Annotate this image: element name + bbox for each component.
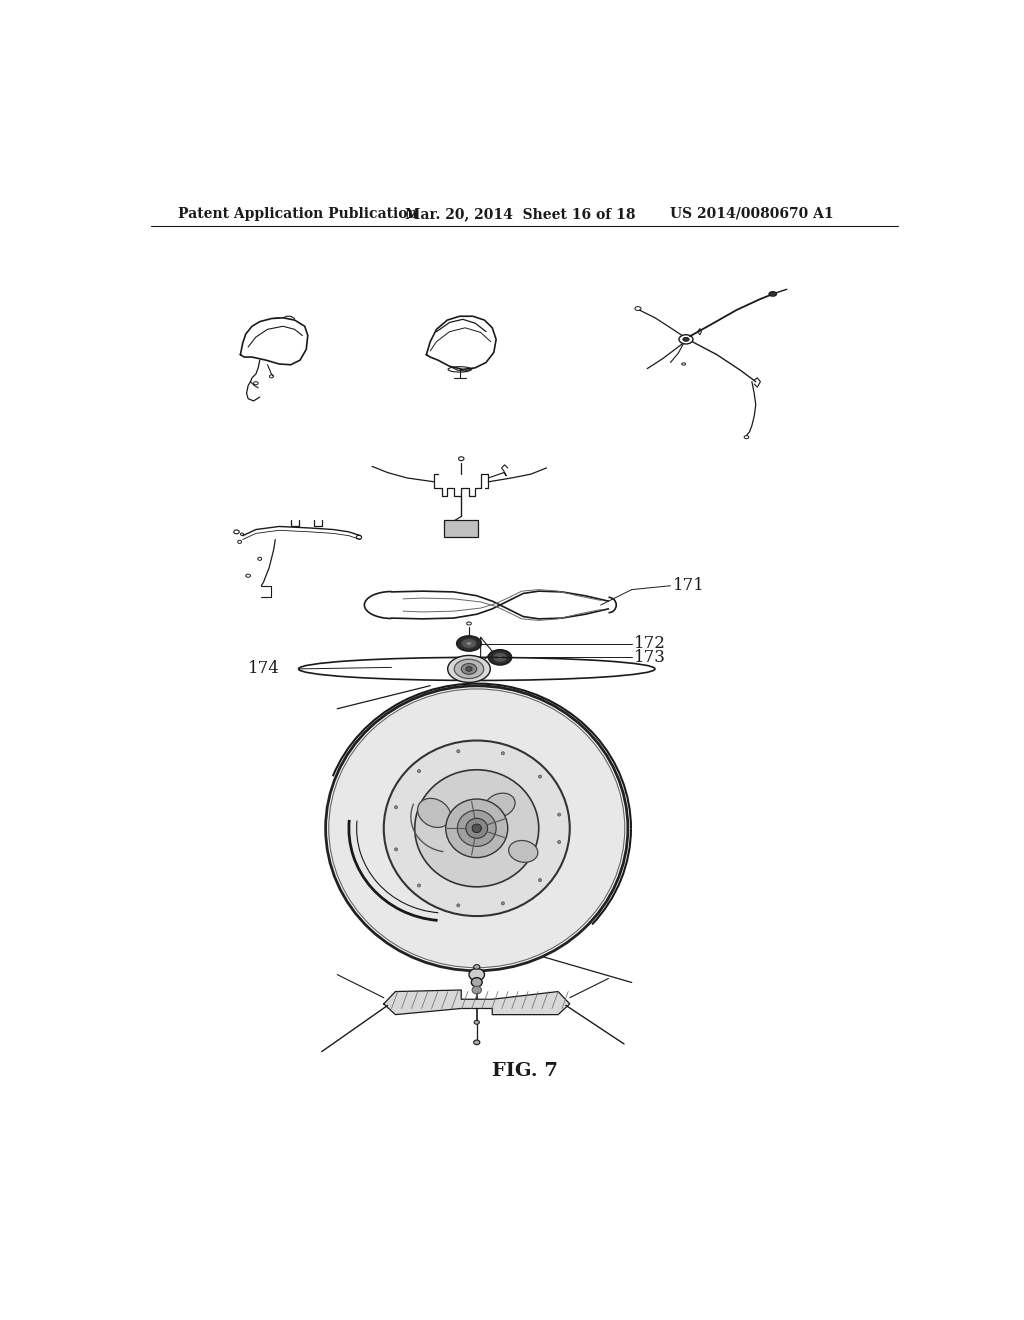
- Ellipse shape: [469, 969, 484, 981]
- Ellipse shape: [461, 664, 477, 675]
- Text: 173: 173: [634, 649, 666, 665]
- Ellipse shape: [539, 879, 542, 882]
- Ellipse shape: [457, 750, 460, 752]
- Ellipse shape: [461, 639, 477, 648]
- Ellipse shape: [497, 656, 503, 659]
- Ellipse shape: [445, 799, 508, 858]
- Ellipse shape: [558, 813, 561, 816]
- Ellipse shape: [472, 824, 481, 833]
- Ellipse shape: [471, 978, 482, 987]
- Ellipse shape: [418, 799, 451, 828]
- Text: 171: 171: [673, 577, 705, 594]
- Text: US 2014/0080670 A1: US 2014/0080670 A1: [671, 207, 835, 220]
- Ellipse shape: [502, 902, 505, 906]
- Text: 174: 174: [248, 660, 280, 677]
- Text: Mar. 20, 2014  Sheet 16 of 18: Mar. 20, 2014 Sheet 16 of 18: [406, 207, 636, 220]
- Ellipse shape: [457, 904, 460, 907]
- Ellipse shape: [418, 770, 421, 772]
- Ellipse shape: [384, 741, 569, 916]
- Ellipse shape: [394, 805, 397, 809]
- Ellipse shape: [447, 656, 490, 682]
- Polygon shape: [384, 990, 569, 1015]
- Text: Patent Application Publication: Patent Application Publication: [178, 207, 418, 220]
- Ellipse shape: [558, 841, 561, 843]
- Ellipse shape: [394, 847, 397, 851]
- Ellipse shape: [493, 652, 507, 663]
- Ellipse shape: [472, 986, 481, 994]
- Ellipse shape: [415, 770, 539, 887]
- Ellipse shape: [474, 965, 480, 969]
- Ellipse shape: [769, 292, 776, 296]
- Ellipse shape: [474, 1020, 479, 1024]
- Ellipse shape: [474, 1040, 480, 1044]
- Ellipse shape: [466, 667, 472, 671]
- Ellipse shape: [418, 884, 421, 887]
- Ellipse shape: [457, 636, 481, 651]
- Bar: [444, 520, 478, 537]
- Ellipse shape: [683, 338, 689, 342]
- Text: 172: 172: [634, 635, 666, 652]
- Ellipse shape: [326, 686, 628, 970]
- Ellipse shape: [509, 841, 538, 862]
- Text: FIG. 7: FIG. 7: [492, 1061, 558, 1080]
- Ellipse shape: [466, 642, 472, 645]
- Ellipse shape: [488, 649, 512, 665]
- Ellipse shape: [485, 793, 515, 817]
- Ellipse shape: [455, 659, 483, 678]
- Ellipse shape: [458, 810, 496, 846]
- Ellipse shape: [539, 775, 542, 777]
- Ellipse shape: [466, 818, 487, 838]
- Ellipse shape: [502, 751, 505, 755]
- Ellipse shape: [329, 689, 625, 968]
